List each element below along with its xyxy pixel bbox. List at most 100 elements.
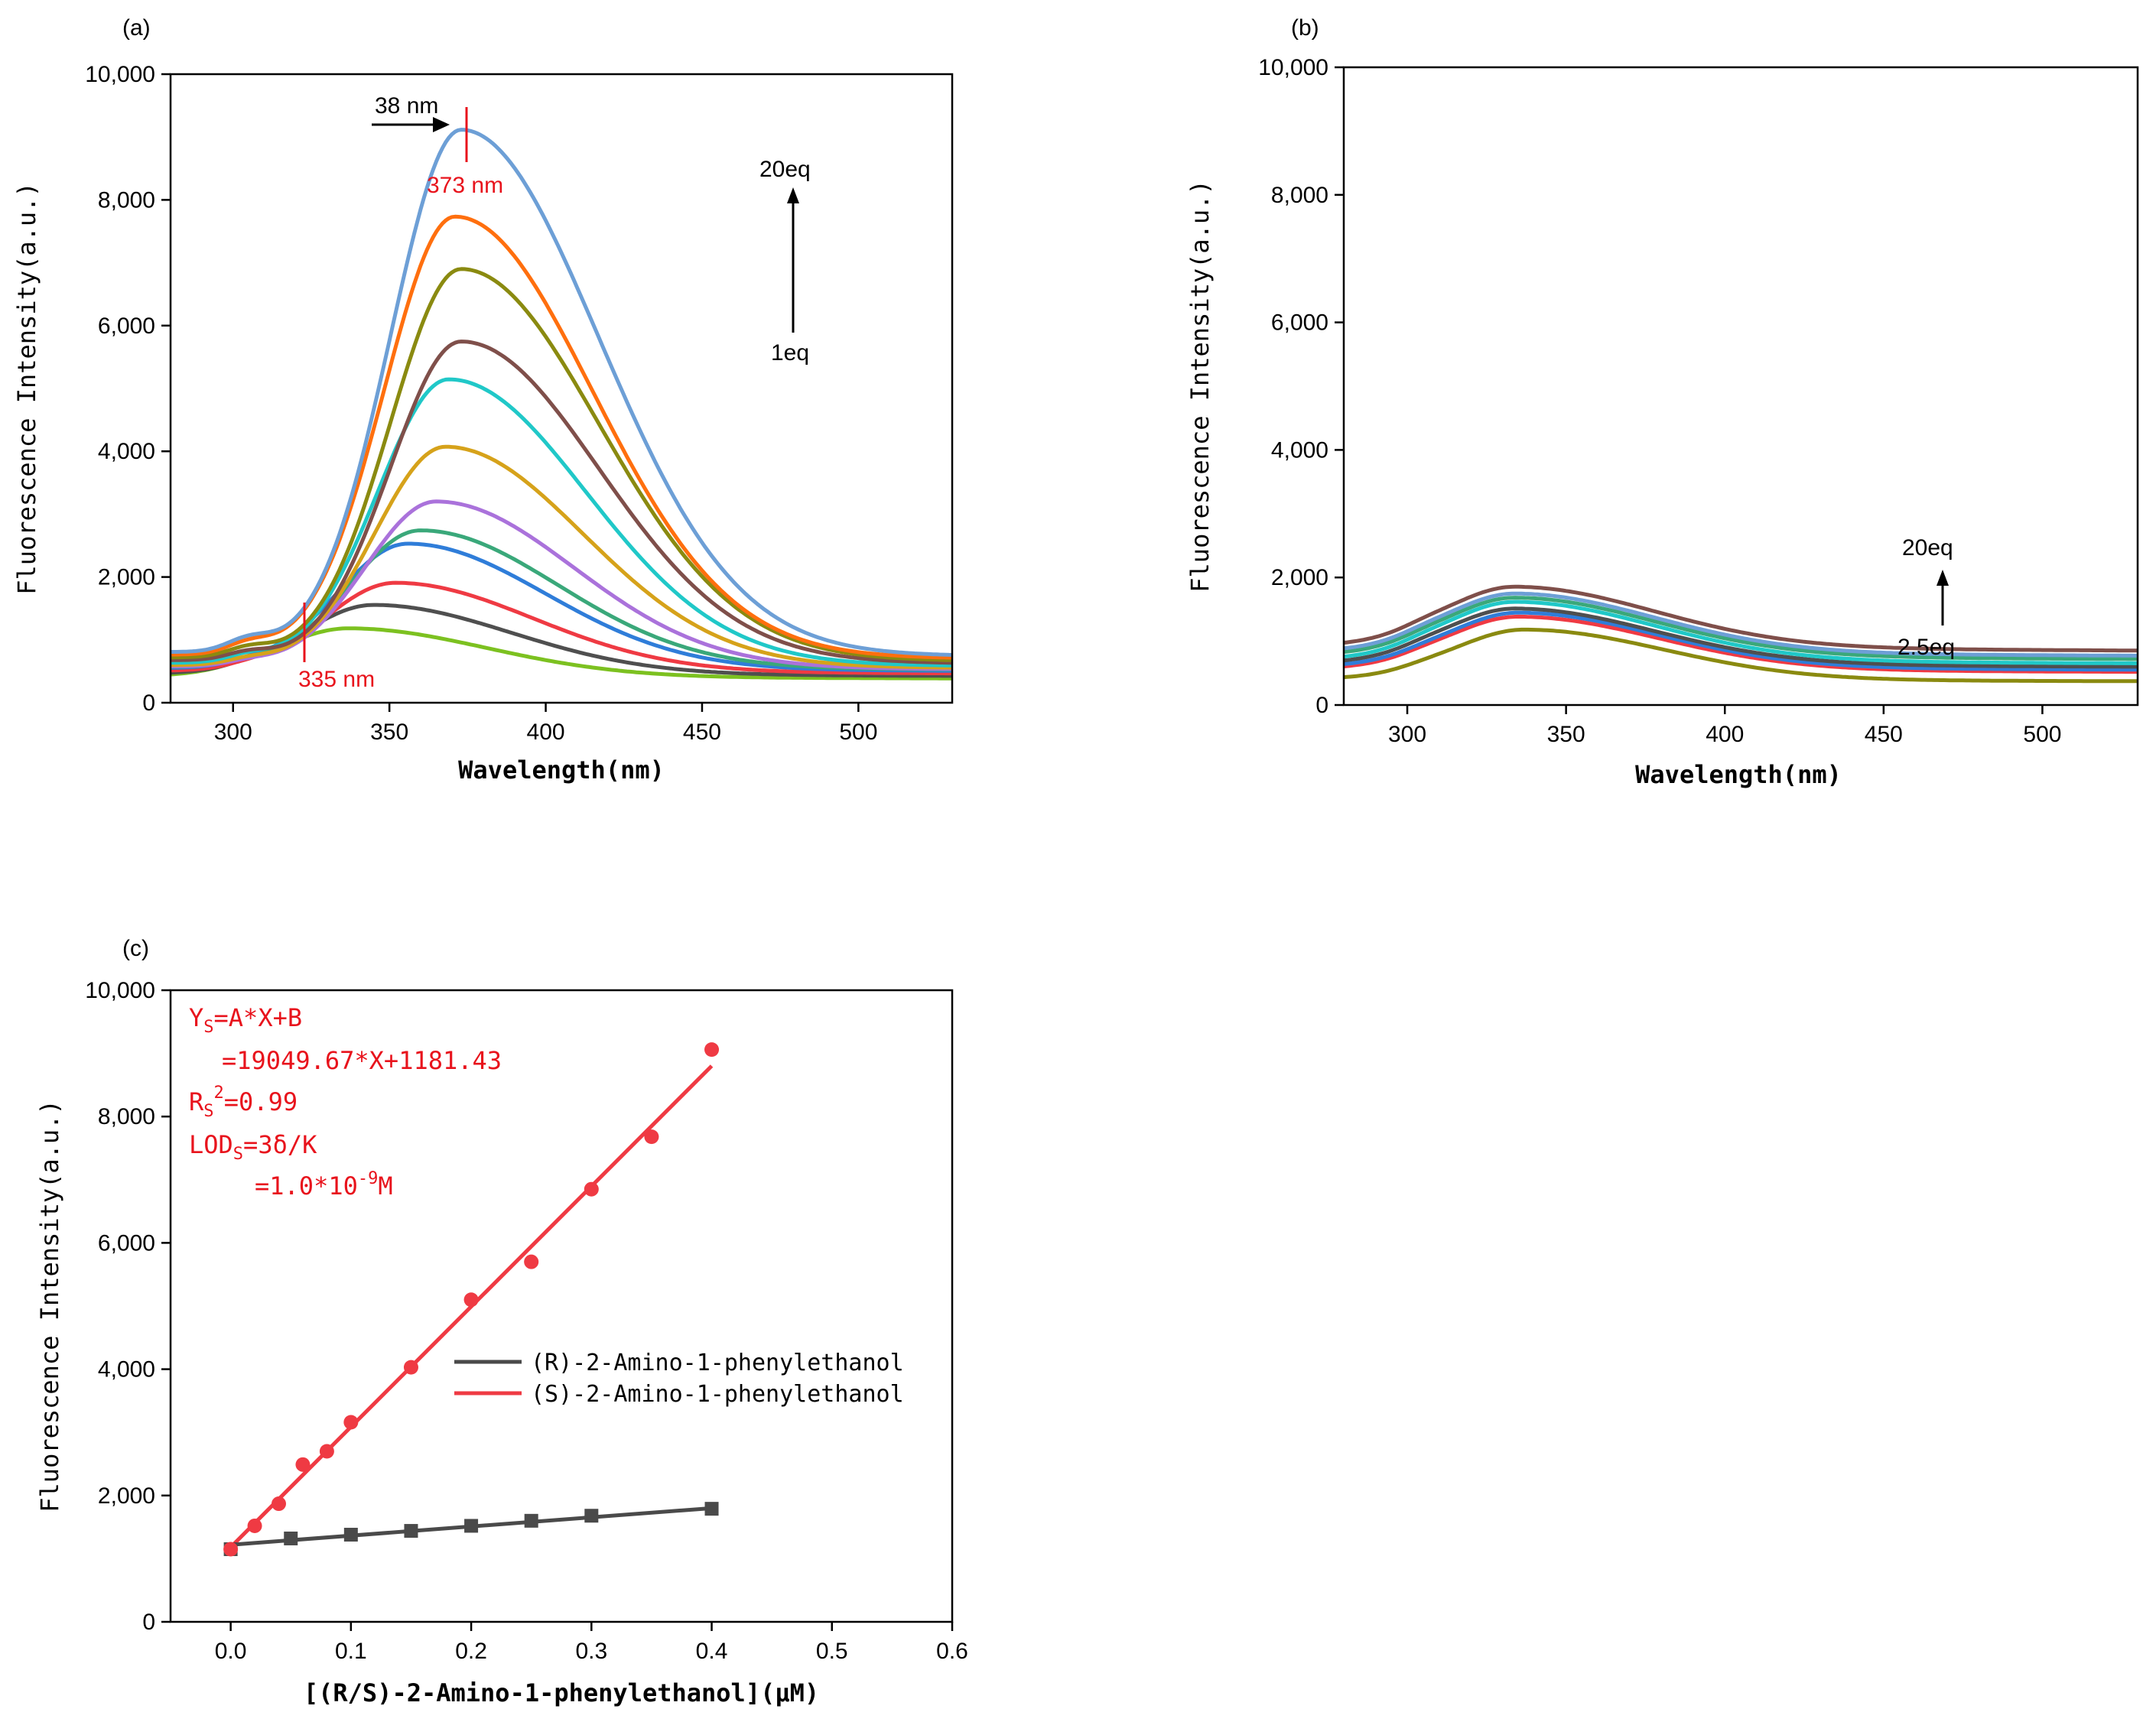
panel-a-curves — [170, 128, 953, 681]
panel-b-series-2 — [1343, 610, 2138, 672]
panel-a-ytick-label: 6,000 — [98, 314, 155, 339]
r-squared: RS2=0.99 — [189, 1084, 298, 1121]
panel-b-y-label: Fluorescence Intensity(a.u.) — [1185, 180, 1215, 592]
panel-b-x-axis: 300 350 400 450 500 — [1388, 705, 2061, 747]
arrow-top-label-a: 20eq — [759, 157, 811, 182]
panel-c-xtick-label: 0.1 — [335, 1639, 367, 1664]
panel-a-xtick-label: 350 — [370, 720, 408, 745]
panel-b-label: (b) — [1291, 15, 1319, 41]
panel-c-xtick-label: 0.0 — [215, 1639, 247, 1664]
point-s — [295, 1457, 311, 1472]
panel-a-series-7 — [171, 377, 952, 668]
panel-b-ytick-label: 0 — [1315, 693, 1328, 718]
panel-c-ytick-label: 10,000 — [85, 978, 155, 1003]
panel-b-xtick-label: 300 — [1388, 722, 1426, 747]
equation-line-1: YS=A*X+B — [189, 1003, 302, 1037]
panel-a-series-6 — [171, 444, 953, 670]
legend-label-s: (S)-2-Amino-1-phenylethanol — [531, 1381, 904, 1408]
panel-a-x-label: Wavelength(nm) — [458, 755, 665, 785]
panel-b-xtick-label: 500 — [2023, 722, 2061, 747]
panel-a-ytick-label: 10,000 — [85, 62, 155, 87]
panel-a-ytick-label: 0 — [142, 690, 155, 716]
panel-c-ytick-label: 4,000 — [98, 1357, 155, 1382]
panel-c-xtick-label: 0.5 — [816, 1639, 848, 1664]
panel-b: (b) 0 2,000 4,000 6,000 8,000 10,000 300 350 40… — [1185, 15, 2139, 789]
peak-low-label: 335 nm — [298, 667, 375, 692]
panel-c-xtick-label: 0.6 — [936, 1639, 968, 1664]
panel-c-ytick-label: 6,000 — [98, 1230, 155, 1256]
point-s — [704, 1042, 720, 1058]
shift-label: 38 nm — [375, 93, 438, 119]
panel-a-series-9 — [171, 267, 952, 662]
panel-a: (a) 0 2,000 4,000 6,000 8,000 10,000 300 350 40… — [12, 15, 954, 785]
panel-a-xtick-label: 400 — [527, 720, 565, 745]
panel-c-y-axis: 0 2,000 4,000 6,000 8,000 10,000 — [85, 978, 171, 1635]
panel-c-x-axis: 0.0 0.1 0.2 0.3 0.4 0.5 0.6 — [215, 1622, 968, 1664]
arrow-bottom-label-b: 2.5eq — [1897, 635, 1955, 660]
point-s — [319, 1444, 334, 1459]
panel-a-xtick-label: 500 — [839, 720, 877, 745]
panel-c-x-label: [(R/S)-2-Amino-1-phenylethanol](μM) — [304, 1678, 819, 1707]
lod-line-2: =1.0*10-9M — [255, 1169, 393, 1201]
panel-b-series-0 — [1343, 627, 2138, 684]
titration-arrow-head-b — [1936, 570, 1949, 586]
point-r — [704, 1502, 719, 1516]
panel-c-xtick-label: 0.4 — [696, 1639, 728, 1664]
point-s — [247, 1518, 262, 1533]
point-s — [343, 1415, 359, 1430]
point-s — [463, 1292, 479, 1308]
shift-arrow-head — [433, 117, 450, 132]
panel-c-xtick-label: 0.3 — [575, 1639, 607, 1664]
panel-b-series-7 — [1343, 584, 2138, 653]
arrow-top-label-b: 20eq — [1902, 535, 1953, 560]
panel-a-series-11 — [171, 128, 953, 657]
panel-a-xtick-label: 300 — [214, 720, 252, 745]
point-r — [284, 1531, 298, 1545]
titration-arrow-head-a — [787, 187, 799, 203]
panel-a-ytick-label: 8,000 — [98, 187, 155, 213]
panel-b-y-axis: 0 2,000 4,000 6,000 8,000 10,000 — [1258, 55, 1344, 718]
panel-b-series-4 — [1343, 599, 2138, 665]
panel-b-frame — [1342, 66, 2139, 707]
point-r — [584, 1509, 599, 1523]
panel-b-ytick-label: 4,000 — [1271, 437, 1328, 463]
panel-b-ytick-label: 10,000 — [1258, 55, 1328, 80]
lod-line-1: LODS=3δ/K — [189, 1130, 317, 1164]
panel-a-x-axis: 300 350 400 450 500 — [214, 703, 877, 745]
panel-c-ytick-label: 0 — [142, 1610, 155, 1635]
panel-b-x-label: Wavelength(nm) — [1635, 760, 1842, 789]
point-s — [644, 1129, 659, 1145]
panel-b-xtick-label: 450 — [1865, 722, 1903, 747]
panel-a-ytick-label: 4,000 — [98, 439, 155, 464]
point-s — [524, 1254, 539, 1269]
panel-a-y-axis: 0 2,000 4,000 6,000 8,000 10,000 — [85, 62, 171, 716]
panel-a-frame — [169, 73, 954, 704]
point-r — [404, 1524, 418, 1538]
panel-c-points — [223, 1042, 720, 1557]
point-s — [223, 1542, 239, 1557]
equation-line-2: =19049.67*X+1181.43 — [222, 1046, 502, 1075]
panel-b-ytick-label: 8,000 — [1271, 183, 1328, 208]
panel-b-ytick-label: 6,000 — [1271, 310, 1328, 336]
panel-b-series-5 — [1343, 596, 2138, 661]
point-s — [584, 1181, 599, 1197]
panel-a-series-8 — [170, 340, 953, 665]
panel-b-series-6 — [1343, 591, 2138, 658]
panel-c-y-label: Fluorescence Intensity(a.u.) — [35, 1100, 64, 1512]
panel-a-y-label: Fluorescence Intensity(a.u.) — [12, 182, 41, 594]
peak-high-label: 373 nm — [427, 173, 503, 198]
panel-b-series-3 — [1343, 606, 2138, 669]
arrow-bottom-label-a: 1eq — [771, 340, 809, 366]
panel-b-curves — [1343, 584, 2138, 684]
point-r — [464, 1519, 479, 1533]
point-r — [343, 1528, 358, 1542]
panel-a-ytick-label: 2,000 — [98, 565, 155, 590]
panel-b-xtick-label: 400 — [1706, 722, 1744, 747]
point-s — [272, 1496, 287, 1512]
panel-c-ytick-label: 2,000 — [98, 1483, 155, 1509]
panel-b-ytick-label: 2,000 — [1271, 565, 1328, 590]
point-s — [403, 1360, 418, 1375]
legend-label-r: (R)-2-Amino-1-phenylethanol — [531, 1350, 904, 1376]
